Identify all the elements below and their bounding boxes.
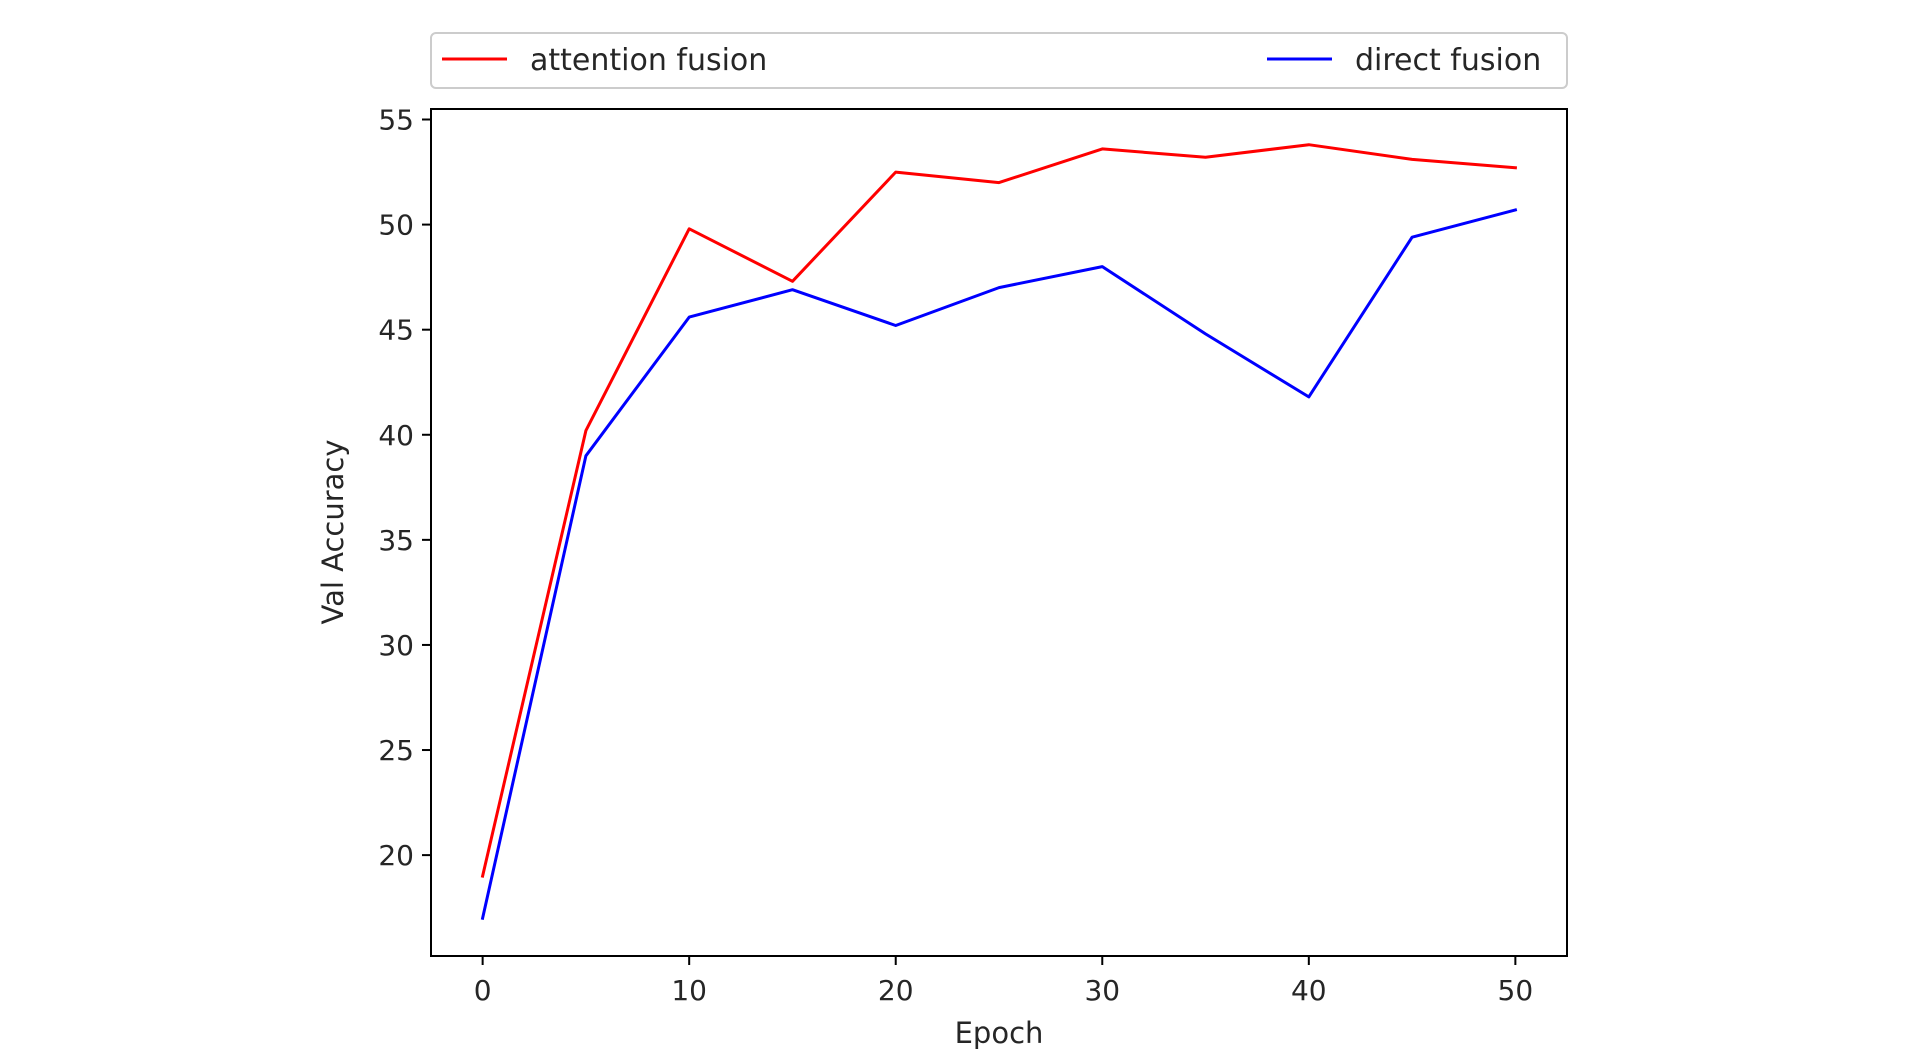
legend-label-attention-fusion: attention fusion xyxy=(530,43,767,78)
series-line-attention-fusion xyxy=(480,143,1518,878)
y-tick-label: 55 xyxy=(378,104,414,137)
legend: attention fusion direct fusion xyxy=(430,32,1568,89)
x-tick-label: 0 xyxy=(474,974,492,1007)
x-axis: 0 10 20 30 40 50 xyxy=(474,956,1533,1007)
y-tick-label: 35 xyxy=(378,524,414,557)
y-axis: 20 25 30 35 40 45 50 55 xyxy=(378,104,431,872)
legend-label-direct-fusion: direct fusion xyxy=(1355,43,1541,78)
plot-frame xyxy=(430,108,1568,957)
x-axis-label: Epoch xyxy=(955,1016,1044,1050)
y-tick-label: 20 xyxy=(378,839,414,872)
x-tick-label: 30 xyxy=(1084,974,1120,1007)
y-tick-label: 40 xyxy=(378,419,414,452)
x-tick-label: 50 xyxy=(1498,974,1534,1007)
y-tick-label: 30 xyxy=(378,629,414,662)
y-axis-label: Val Accuracy xyxy=(316,439,350,624)
y-tick-label: 50 xyxy=(378,209,414,242)
y-tick-label: 25 xyxy=(378,734,414,767)
x-tick-label: 20 xyxy=(878,974,914,1007)
x-tick-label: 10 xyxy=(671,974,707,1007)
series-line-direct-fusion xyxy=(480,208,1518,920)
y-tick-label: 45 xyxy=(378,314,414,347)
legend-frame xyxy=(430,32,1568,89)
x-tick-label: 40 xyxy=(1291,974,1327,1007)
series-layer xyxy=(480,143,1518,920)
